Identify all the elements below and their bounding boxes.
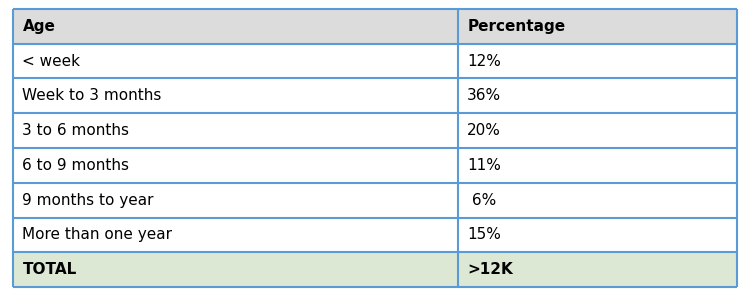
Bar (13, 113, 458, 148)
Text: 15%: 15% (467, 227, 501, 242)
Text: 11%: 11% (467, 158, 501, 173)
Text: 12%: 12% (467, 54, 501, 69)
Bar (458, 252, 736, 287)
Bar (458, 9, 736, 44)
Bar (458, 78, 736, 113)
Text: 20%: 20% (467, 123, 501, 138)
Bar (458, 113, 736, 148)
Bar (13, 218, 458, 252)
Bar (13, 9, 458, 44)
Text: Percentage: Percentage (467, 19, 566, 34)
Text: Week to 3 months: Week to 3 months (22, 88, 162, 103)
Text: TOTAL: TOTAL (22, 262, 76, 277)
Text: 6 to 9 months: 6 to 9 months (22, 158, 130, 173)
Text: 3 to 6 months: 3 to 6 months (22, 123, 130, 138)
Text: More than one year: More than one year (22, 227, 172, 242)
Bar (13, 44, 458, 78)
Bar (458, 148, 736, 183)
Text: 6%: 6% (467, 193, 496, 208)
Bar (13, 252, 458, 287)
Bar (13, 183, 458, 218)
Text: < week: < week (22, 54, 80, 69)
Bar (13, 148, 458, 183)
Bar (458, 183, 736, 218)
Bar (458, 218, 736, 252)
Text: 9 months to year: 9 months to year (22, 193, 154, 208)
Bar (458, 44, 736, 78)
Text: 36%: 36% (467, 88, 501, 103)
Text: Age: Age (22, 19, 56, 34)
Bar (13, 78, 458, 113)
Text: >12K: >12K (467, 262, 513, 277)
